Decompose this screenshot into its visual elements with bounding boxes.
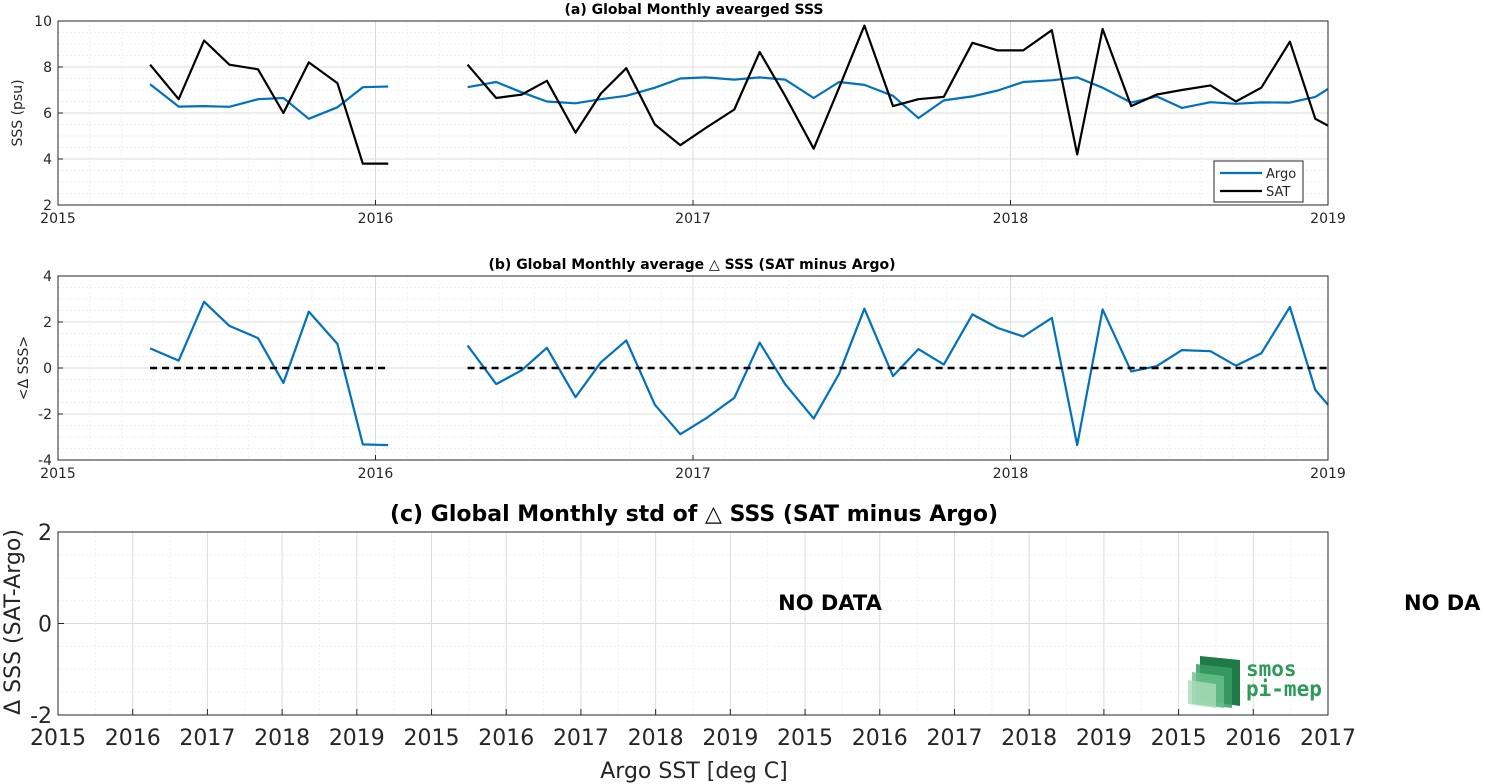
x-tick-label: 2016 [852, 726, 908, 751]
panel-b-ticks: 2015 2016 2017 2018 2019 -4 -2 0 2 4 [38, 269, 1346, 482]
panel-b-title: (b) Global Monthly average △ SSS (SAT mi… [489, 257, 896, 273]
logo-line2: pi-mep [1246, 677, 1322, 701]
x-tick-label: 2017 [675, 211, 711, 227]
x-tick-label: 2019 [1310, 466, 1346, 482]
x-tick-label: 2015 [777, 726, 833, 751]
panel-a-title: (a) Global Monthly avearged SSS [565, 2, 824, 18]
panel-a-lines [149, 24, 1329, 165]
panel-a-grid [57, 20, 1329, 206]
panel-c-grid [57, 531, 1329, 716]
x-tick-label: 2019 [1310, 211, 1346, 227]
panel-c-ylabel: Δ SSS (SAT-Argo) [1, 529, 26, 715]
no-data-label-cut: NO DA [1404, 591, 1481, 615]
y-tick-label: 10 [34, 14, 52, 30]
legend: Argo SAT [1213, 160, 1304, 203]
x-tick-label: 2017 [1300, 726, 1356, 751]
logo-wave-icon [1188, 656, 1240, 708]
x-tick-label: 2018 [1001, 726, 1057, 751]
series-sat [149, 24, 1329, 165]
y-tick-label: -2 [38, 407, 52, 423]
y-tick-label: 0 [43, 361, 52, 377]
legend-box [1213, 160, 1304, 203]
x-tick-label: 2019 [702, 726, 758, 751]
y-tick-label: 4 [43, 152, 52, 168]
no-data-label: NO DATA [778, 591, 882, 615]
x-tick-label: 2015 [40, 211, 76, 227]
x-tick-label: 2019 [1076, 726, 1132, 751]
legend-sat-label: SAT [1266, 185, 1290, 200]
x-tick-label: 2018 [993, 211, 1029, 227]
y-tick-label: -4 [38, 453, 52, 469]
x-tick-label: 2015 [404, 726, 460, 751]
x-tick-label: 2015 [1151, 726, 1207, 751]
panel-a-ticks: 2015 2016 2017 2018 2019 2 4 6 8 10 [34, 14, 1346, 227]
x-tick-label: 2016 [1225, 726, 1281, 751]
panel-c-xlabel: Argo SST [deg C] [600, 759, 787, 784]
legend-argo-label: Argo [1266, 167, 1296, 182]
panel-b-ylabel: <Δ SSS> [16, 336, 32, 400]
smos-pi-mep-logo: smos pi-mep [1188, 656, 1322, 708]
y-tick-label: 0 [38, 613, 52, 638]
x-tick-label: 2016 [105, 726, 161, 751]
x-tick-label: 2016 [358, 466, 394, 482]
series-argo [149, 76, 1329, 120]
x-tick-label: 2019 [329, 726, 385, 751]
panel-c-ticks: 2015 2016 2017 2018 2019 2015 2016 2017 2018 2019… [30, 521, 1356, 751]
y-tick-label: 6 [43, 106, 52, 122]
y-tick-label: 2 [38, 521, 52, 546]
y-tick-label: -2 [30, 704, 52, 729]
y-tick-label: 2 [43, 315, 52, 331]
x-tick-label: 2016 [478, 726, 534, 751]
x-tick-label: 2016 [358, 211, 394, 227]
panel-c: (c) Global Monthly std of △ SSS (SAT min… [1, 502, 1481, 784]
logo-line1: smos [1246, 657, 1297, 681]
panel-a-ylabel: SSS (psu) [10, 79, 26, 146]
x-tick-label: 2015 [40, 466, 76, 482]
x-tick-label: 2017 [675, 466, 711, 482]
x-tick-label: 2018 [993, 466, 1029, 482]
y-tick-label: 8 [43, 60, 52, 76]
x-tick-label: 2017 [926, 726, 982, 751]
panel-b: (b) Global Monthly average △ SSS (SAT mi… [16, 257, 1346, 482]
y-tick-label: 4 [43, 269, 52, 285]
x-tick-label: 2018 [254, 726, 310, 751]
delta-sss-line [149, 300, 1329, 447]
x-tick-label: 2015 [30, 726, 86, 751]
panel-c-title: (c) Global Monthly std of △ SSS (SAT min… [390, 502, 998, 527]
y-tick-label: 2 [43, 198, 52, 214]
x-tick-label: 2017 [179, 726, 235, 751]
panel-b-lines [149, 300, 1329, 447]
panel-a: (a) Global Monthly avearged SSS 2015 2016… [10, 2, 1346, 227]
x-tick-label: 2017 [553, 726, 609, 751]
x-tick-label: 2018 [628, 726, 684, 751]
